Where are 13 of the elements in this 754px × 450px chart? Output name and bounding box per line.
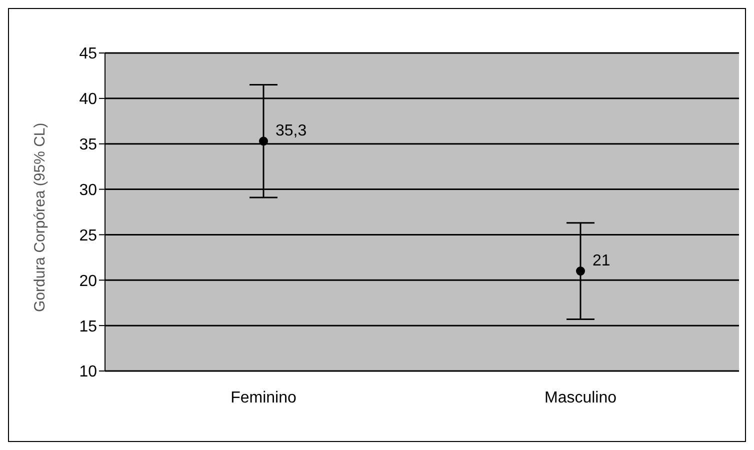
y-tick-label: 30 <box>79 182 98 199</box>
y-tick-label: 40 <box>79 91 98 108</box>
y-tick-label: 20 <box>79 272 98 290</box>
x-tick-label: Masculino <box>544 389 617 406</box>
x-tick-label: Feminino <box>230 389 296 406</box>
y-tick-label: 15 <box>79 318 98 336</box>
data-label: 35,3 <box>276 122 307 140</box>
y-tick-label: 25 <box>79 227 98 244</box>
y-tick-label: 45 <box>79 46 98 63</box>
y-axis-title: Gordura Corpórea (95% CL) <box>31 122 48 312</box>
data-label: 21 <box>592 252 610 270</box>
y-tick-label: 35 <box>79 136 98 154</box>
y-tick-label: 10 <box>79 364 98 381</box>
